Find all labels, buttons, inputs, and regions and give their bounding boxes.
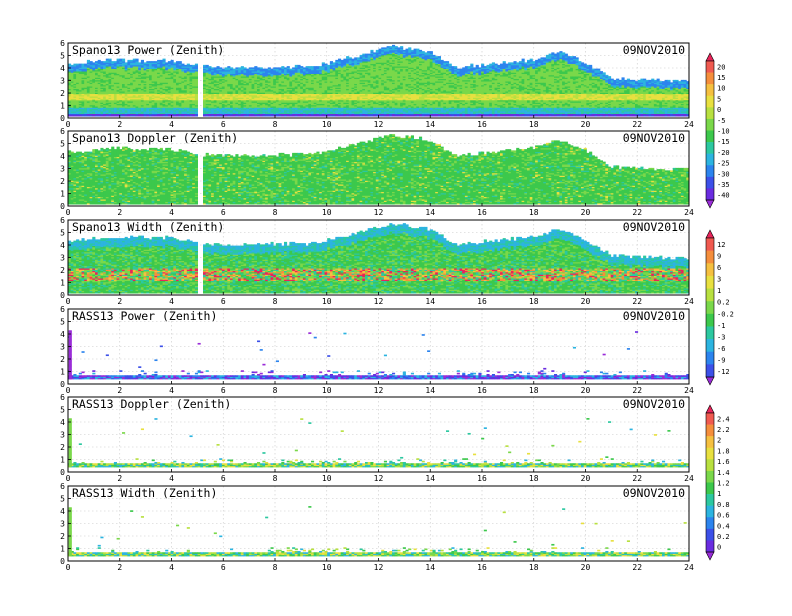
data-cell (230, 67, 233, 69)
data-cell (260, 67, 263, 69)
data-cell (192, 65, 195, 67)
data-cell (195, 64, 198, 66)
data-cell (208, 66, 211, 68)
data-cell (179, 61, 182, 63)
data-cell (122, 59, 125, 61)
data-cell (125, 62, 128, 64)
data-cell (211, 67, 214, 69)
data-cell (214, 67, 217, 69)
data-cell (238, 67, 241, 69)
data-cell (244, 67, 247, 69)
data-cell (289, 69, 292, 71)
data-cell (130, 60, 133, 62)
data-cell (119, 59, 122, 61)
data-cell (163, 59, 166, 61)
data-cell (227, 66, 230, 68)
data-cell (73, 64, 76, 66)
data-cell (298, 65, 301, 67)
data-cell (146, 61, 149, 63)
data-cell (100, 61, 103, 63)
data-cell (306, 66, 309, 68)
data-cell (246, 69, 249, 71)
data-cell (268, 67, 271, 69)
data-cell (84, 64, 87, 66)
data-cell (265, 69, 268, 71)
data-cell (109, 59, 112, 61)
data-cell (281, 66, 284, 68)
data-cell (203, 65, 206, 67)
data-cell (279, 67, 282, 69)
data-cell (176, 61, 179, 63)
data-cell (117, 59, 120, 61)
data-cell (181, 64, 184, 66)
data-cell (114, 61, 117, 63)
data-cell (284, 67, 287, 69)
data-cell (165, 62, 168, 64)
data-cell (168, 61, 171, 63)
data-cell (276, 67, 279, 69)
data-cell (252, 67, 255, 69)
data-cell (141, 60, 144, 62)
data-cell (138, 62, 141, 64)
data-cell (225, 67, 228, 69)
data-cell (79, 64, 82, 66)
data-cell (149, 61, 152, 63)
data-cell (76, 64, 79, 66)
data-cell (206, 65, 209, 67)
data-cell (222, 69, 225, 71)
data-cell (241, 66, 244, 68)
data-cell (217, 66, 220, 68)
data-cell (322, 62, 325, 64)
data-cell (311, 66, 314, 68)
data-cell (144, 62, 147, 64)
data-cell (152, 61, 155, 63)
data-cell (249, 67, 252, 69)
data-cell (308, 66, 311, 68)
data-cell (316, 66, 319, 68)
data-cell (292, 67, 295, 69)
data-cell (314, 66, 317, 68)
data-cell (95, 61, 98, 63)
data-cell (171, 60, 174, 62)
data-cell (98, 60, 101, 62)
data-cell (190, 65, 193, 67)
data-cell (103, 61, 106, 63)
data-cell (154, 61, 157, 63)
data-cell (82, 64, 85, 66)
data-cell (71, 65, 74, 67)
data-cell (90, 61, 93, 63)
data-cell (219, 67, 222, 69)
data-cell (235, 67, 238, 69)
data-cell (273, 67, 276, 69)
data-cell (254, 66, 257, 68)
data-cell (271, 69, 274, 71)
data-cell (106, 59, 109, 61)
data-cell (303, 67, 306, 69)
data-cell (287, 66, 290, 68)
data-cell (262, 69, 265, 71)
data-cell (136, 59, 139, 61)
data-cell (173, 62, 176, 64)
data-cell (87, 60, 90, 62)
data-cell (157, 60, 160, 62)
data-cell (111, 61, 114, 63)
data-cell (133, 59, 136, 61)
data-cell (92, 62, 95, 64)
data-cell (187, 64, 190, 66)
data-cell (184, 65, 187, 67)
data-cell (257, 67, 260, 69)
data-cell (295, 65, 298, 67)
data-cell (300, 66, 303, 68)
data-cell (160, 60, 163, 62)
data-cell (127, 60, 130, 62)
data-cell (319, 66, 322, 68)
data-cell (233, 69, 236, 71)
